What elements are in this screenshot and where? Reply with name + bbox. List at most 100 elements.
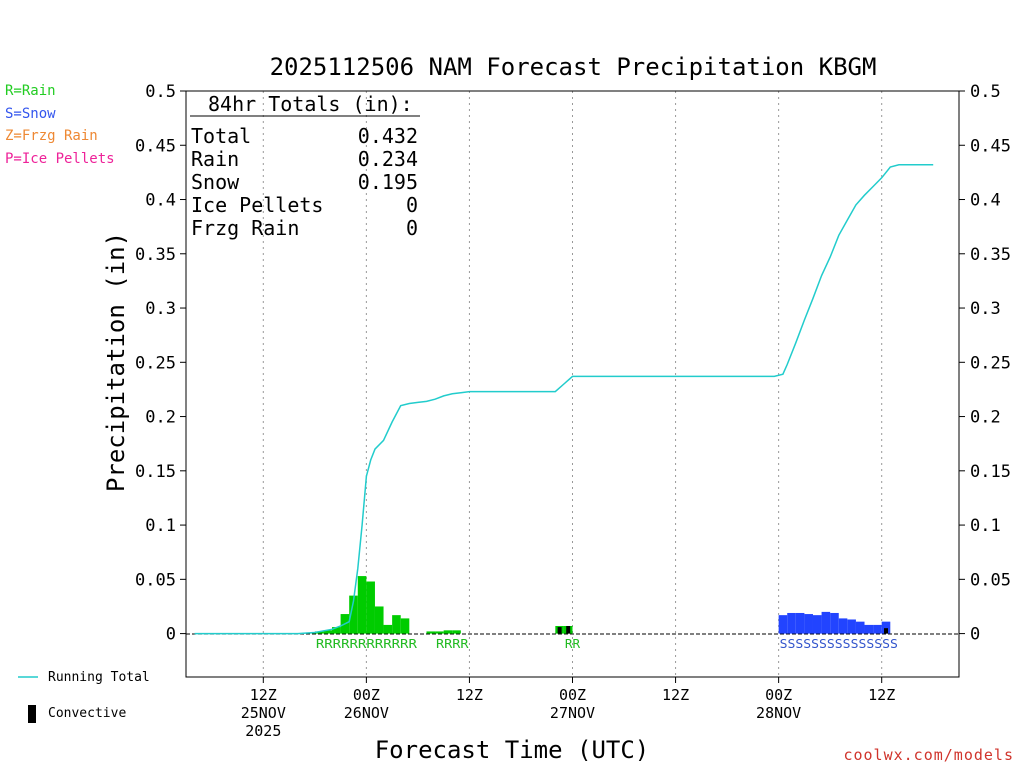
legend-rain: R=Rain [5,83,56,99]
site-credit[interactable]: coolwx.com/models [843,746,1014,764]
running-total-line [194,164,934,635]
precip-bar [452,630,461,634]
precip-bar [426,631,436,634]
precip-bars [306,576,891,634]
convective-legend-label: Convective [48,706,127,721]
x-tick-label: 27NOV [550,704,595,722]
totals-row-label: Total [191,124,251,148]
y-tick-label: 0.05 [970,570,1011,590]
left-y-axis: 0 0.05 0.1 0.15 0.2 0.25 0.3 0.35 0.4 0.45 0.5 [135,82,186,645]
convective-bar [557,627,562,634]
y-tick-label: 0.2 [145,408,176,428]
precip-bar [357,576,367,634]
totals-row-value: 0 [406,216,418,240]
convective-bars [557,625,888,634]
precip-bar [787,612,796,634]
precip-bar [383,624,393,634]
totals-row-value: 0 [406,193,418,217]
y-tick-label: 0.05 [135,570,176,590]
precip-bar [795,612,805,634]
totals-row-label: Rain [191,147,239,171]
precip-type-label: RR [565,637,581,651]
legend-snow: S=Snow [5,106,56,122]
x-tick-label: 12Z [456,686,483,704]
totals-box: 84hr Totals (in): Total 0.432 Rain 0.234… [190,92,420,240]
y-tick-label: 0.3 [970,299,1001,319]
x-axis-label: Forecast Time (UTC) [375,736,650,764]
precip-bar [392,615,401,634]
precip-bar [847,619,856,634]
y-tick-label: 0 [166,625,176,645]
precip-bar [400,618,410,634]
precip-bar [881,621,891,634]
y-tick-label: 0.35 [970,245,1011,265]
y-tick-label: 0.2 [970,408,1001,428]
precip-bar [838,618,848,634]
precip-bar [873,624,882,634]
legend-frzg-rain: Z=Frzg Rain [5,128,98,144]
y-tick-label: 0.4 [970,191,1001,211]
precip-bar [323,630,333,634]
running-total-legend-label: Running Total [48,670,150,685]
y-tick-label: 0.45 [135,136,176,156]
precip-bar [443,630,453,634]
precip-bar [366,581,375,634]
x-tick-label: 00Z [559,686,586,704]
y-tick-label: 0.25 [970,353,1011,373]
precip-bar [812,615,822,634]
precip-bar [804,614,813,634]
precip-type-letters: RRRRRRRRRRRR RRRR RR SSSSSSSSSSSSSSS [316,637,898,651]
convective-bar [883,628,888,634]
y-tick-label: 0 [970,625,980,645]
precip-type-label: RRRRRRRRRRRR [316,637,418,651]
y-tick-label: 0.1 [970,516,1001,536]
x-tick-label: 12Z [250,686,277,704]
precip-bar [332,627,341,634]
y-tick-label: 0.45 [970,136,1011,156]
precip-bar [349,595,358,634]
totals-header: 84hr Totals (in): [208,92,413,116]
precip-bar [821,611,831,634]
precip-bar [435,631,444,634]
convective-legend-swatch [28,705,36,723]
x-tick-label: 12Z [868,686,895,704]
x-tick-label: 12Z [662,686,689,704]
totals-row-label: Snow [191,170,240,194]
precip-bar [864,624,874,634]
vertical-grid [262,91,883,677]
right-y-axis: 0 0.05 0.1 0.15 0.2 0.25 0.3 0.35 0.4 0.45 0.5 [959,82,1011,645]
chart-title: 2025112506 NAM Forecast Precipitation KB… [270,53,877,81]
y-tick-label: 0.25 [135,353,176,373]
totals-row-value: 0.432 [358,124,418,148]
legend-ice-pellets: P=Ice Pellets [5,151,115,167]
y-axis-label: Precipitation (in) [102,232,130,492]
x-tick-label: 00Z [765,686,792,704]
y-tick-label: 0.5 [145,82,176,102]
y-tick-label: 0.3 [145,299,176,319]
x-tick-label: 00Z [353,686,380,704]
x-tick-label: 28NOV [756,704,801,722]
totals-row-value: 0.234 [358,147,418,171]
precip-bar [830,612,839,634]
totals-row-value: 0.195 [358,170,418,194]
precip-bar [778,615,788,634]
convective-bar [566,625,571,634]
x-tick-label: 2025 [245,722,281,740]
precip-type-label: RRRR [436,637,469,651]
precip-bar [374,606,384,634]
y-tick-label: 0.1 [145,516,176,536]
y-tick-label: 0.15 [135,462,176,482]
x-tick-label: 25NOV [241,704,286,722]
y-tick-label: 0.35 [135,245,176,265]
totals-row-label: Frzg Rain [191,216,299,240]
y-tick-label: 0.4 [145,191,176,211]
y-tick-label: 0.15 [970,462,1011,482]
precip-bar [855,621,865,634]
totals-row-label: Ice Pellets [191,193,323,217]
x-tick-label: 26NOV [344,704,389,722]
y-tick-label: 0.5 [970,82,1001,102]
precip-bar [314,631,324,634]
precip-type-label: SSSSSSSSSSSSSSS [780,637,898,651]
